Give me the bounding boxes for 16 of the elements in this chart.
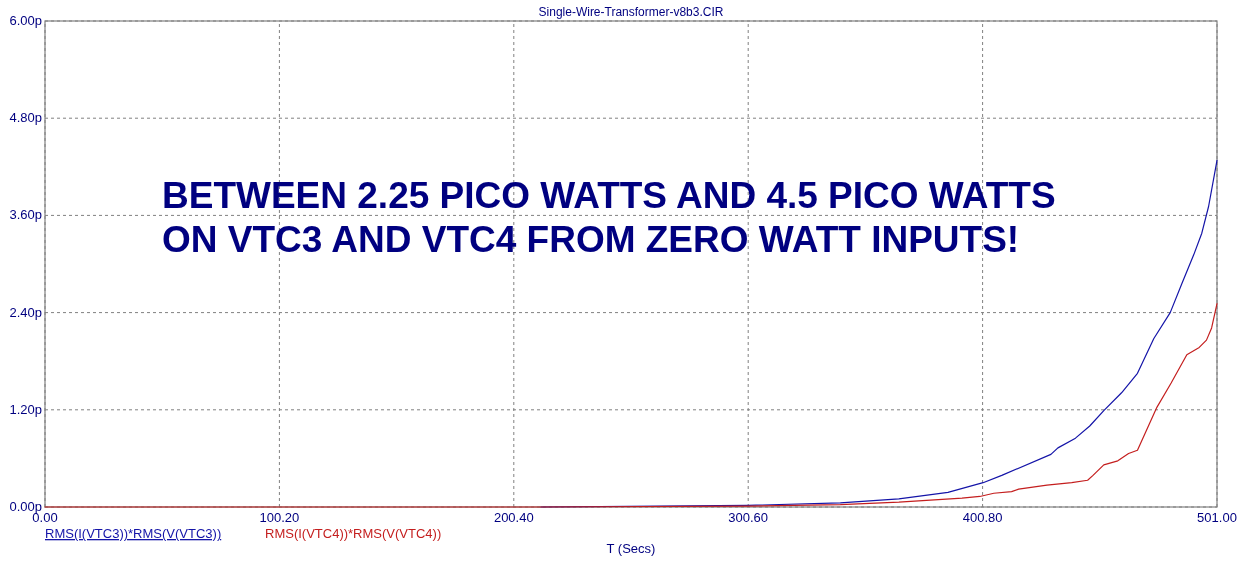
series-label: RMS(I(VTC4))*RMS(V(VTC4)) [265, 526, 442, 541]
annotation: BETWEEN 2.25 PICO WATTS AND 4.5 PICO WATTS [162, 175, 1056, 216]
x-tick-label: 501.00 [1197, 510, 1237, 525]
y-tick-label: 4.80p [9, 110, 42, 126]
chart-title: Single-Wire-Transformer-v8b3.CIR [538, 5, 724, 19]
x-axis-title: T (Secs) [606, 541, 656, 556]
y-tick-label: 1.20p [9, 401, 42, 417]
x-tick-label: 100.20 [259, 510, 300, 525]
y-tick-label: 3.60p [9, 207, 42, 223]
y-tick-label: 2.40p [9, 304, 42, 320]
annotation: ON VTC3 AND VTC4 FROM ZERO WATT INPUTS! [162, 219, 1020, 260]
y-tick-label: 6.00p [9, 13, 42, 28]
x-tick-label: 400.80 [962, 510, 1003, 525]
x-tick-label: 200.40 [493, 510, 534, 525]
text: RMS(I(VTC3))*RMS(V(VTC3)) [45, 526, 222, 541]
x-tick-label: 300.60 [728, 510, 769, 525]
